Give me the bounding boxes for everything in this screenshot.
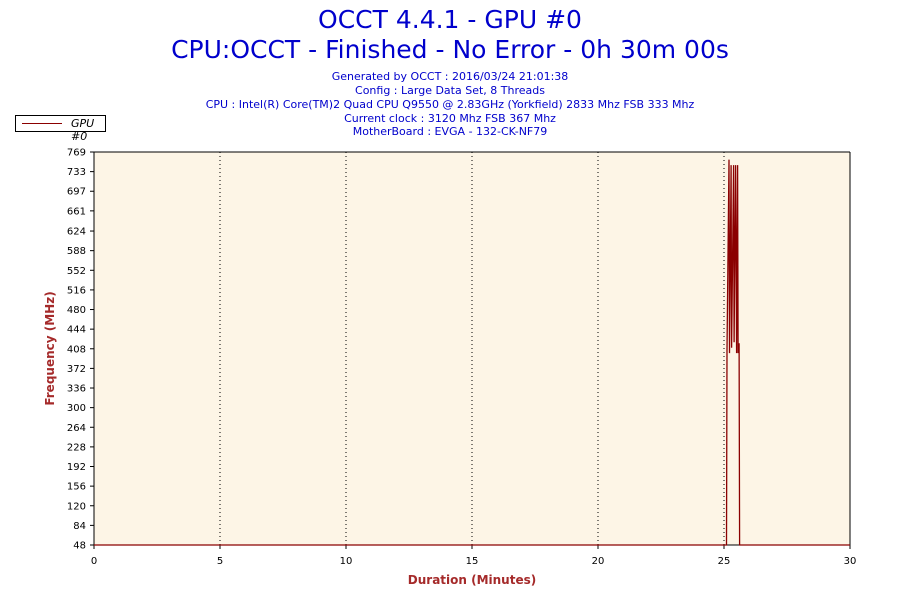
y-tick-label: 336: [67, 384, 86, 395]
y-tick-label: 372: [67, 364, 86, 375]
y-tick-label: 769: [67, 148, 86, 159]
y-tick-label: 624: [67, 227, 86, 238]
info-config: Config : Large Data Set, 8 Threads: [355, 84, 545, 97]
y-tick-label: 661: [67, 206, 86, 217]
x-tick-label: 25: [718, 556, 731, 567]
x-tick-label: 30: [844, 556, 857, 567]
x-tick-label: 20: [592, 556, 605, 567]
info-current-clock: Current clock : 3120 Mhz FSB 367 Mhz: [344, 112, 556, 125]
info-cpu: CPU : Intel(R) Core(TM)2 Quad CPU Q9550 …: [205, 98, 695, 111]
y-tick-label: 120: [67, 501, 86, 512]
chart-title: OCCT 4.4.1 - GPU #0: [318, 5, 582, 34]
chart-subtitle: CPU:OCCT - Finished - No Error - 0h 30m …: [171, 35, 729, 64]
series-line-gpu0: [94, 159, 850, 546]
y-tick-label: 444: [67, 325, 86, 336]
y-tick-label: 192: [67, 462, 86, 473]
y-tick-label: 156: [67, 482, 86, 493]
y-tick-label: 733: [67, 167, 86, 178]
y-tick-label: 228: [67, 442, 86, 453]
x-tick-label: 0: [91, 556, 97, 567]
legend-label-gpu0: GPU #0: [71, 117, 95, 143]
chart-legend: GPU #0: [15, 115, 106, 143]
x-tick-label: 10: [340, 556, 353, 567]
y-tick-label: 516: [67, 285, 86, 296]
x-tick-label: 5: [217, 556, 223, 567]
y-tick-label: 48: [73, 541, 86, 552]
info-motherboard: MotherBoard : EVGA - 132-CK-NF79: [352, 125, 548, 138]
x-axis-title: Duration (Minutes): [408, 573, 536, 587]
y-tick-label: 552: [67, 266, 86, 277]
y-tick-label: 84: [73, 521, 86, 532]
y-tick-label: 697: [67, 187, 86, 198]
y-tick-label: 588: [67, 246, 86, 257]
y-tick-label: 480: [67, 305, 86, 316]
info-generated: Generated by OCCT : 2016/03/24 21:01:38: [331, 70, 569, 83]
y-tick-label: 264: [67, 423, 86, 434]
x-tick-label: 15: [466, 556, 479, 567]
y-tick-label: 300: [67, 403, 86, 414]
y-tick-label: 408: [67, 344, 86, 355]
legend-swatch-gpu0: [22, 123, 62, 124]
y-axis-title: Frequency (MHz): [43, 291, 57, 405]
